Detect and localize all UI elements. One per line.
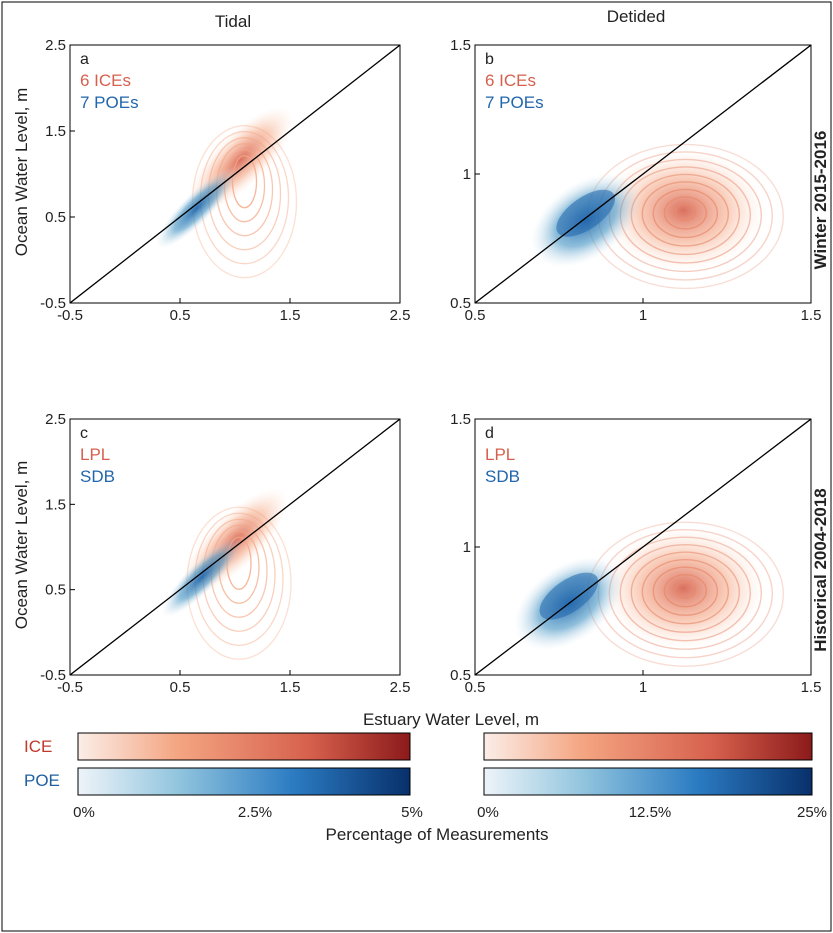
colorbar-tick-left-0: 0% [73, 804, 95, 821]
legend-ice: LPL [80, 445, 110, 464]
xlabel: Estuary Water Level, m [363, 710, 539, 729]
x-tick-label: -0.5 [57, 679, 83, 696]
panel-frame [69, 44, 401, 304]
ice-contour [663, 196, 708, 230]
colorbar-poe-left [77, 767, 411, 796]
plot-area [70, 45, 400, 303]
ice-contour [674, 203, 697, 222]
x-tick-label: 0.5 [465, 307, 486, 324]
ice-contour [652, 188, 719, 239]
y-tick-label: 1.5 [450, 411, 471, 428]
poe-core [539, 572, 599, 620]
colorbar-tick-right-1: 12.5% [629, 804, 672, 821]
x-tick-label: 0.5 [465, 679, 486, 696]
x-tick-label: 1 [639, 679, 647, 696]
ice-contour [674, 581, 697, 599]
ice-contour [641, 559, 730, 625]
legend-poe: 7 POEs [80, 93, 139, 112]
panel-letter: b [485, 51, 494, 68]
colorbar-label-poe: POE [24, 771, 60, 790]
panel-letter: d [485, 425, 494, 442]
x-tick-label: 1 [639, 307, 647, 324]
y-tick-label: 1.5 [450, 37, 471, 54]
ice-contour [641, 181, 730, 247]
colorbar-tick-right-0: 0% [477, 804, 499, 821]
plot-area [70, 419, 400, 675]
panel-b: 0.5 1 1.5 0.5 1 1.5 b 6 ICEs 7 POEs [450, 37, 821, 324]
panel-letter: c [80, 425, 88, 442]
colorbar-label-ice: ICE [24, 737, 52, 756]
reference-line [70, 45, 400, 303]
ice-contour [663, 574, 708, 608]
reference-line [70, 419, 400, 675]
x-tick-label: 1.5 [801, 307, 822, 324]
x-tick-label: 1.5 [280, 679, 301, 696]
y-tick-label: 0.5 [45, 582, 66, 599]
reference-line [475, 45, 811, 303]
y-tick-label: 1.5 [45, 496, 66, 513]
y-tick-label: 0.5 [450, 667, 471, 684]
colorbar-tick-left-1: 2.5% [238, 804, 272, 821]
x-tick-label: 2.5 [390, 307, 411, 324]
x-tick-label: 2.5 [390, 679, 411, 696]
plot-area [475, 419, 811, 675]
legend-ice: LPL [485, 445, 515, 464]
x-tick-label: 0.5 [170, 307, 191, 324]
panel-c: -0.5 0.5 1.5 2.5 -0.5 0.5 1.5 2.5 c LPL SDB [40, 411, 410, 696]
colorbar-ice-left [77, 732, 411, 761]
legend-poe: SDB [80, 467, 115, 486]
plot-area [475, 45, 811, 303]
colorbar-tick-right-2: 25% [797, 804, 827, 821]
legend-poe: SDB [485, 467, 520, 486]
ice-contour [652, 566, 719, 616]
y-tick-label: -0.5 [40, 667, 66, 684]
colorbar-ice-right [483, 732, 813, 761]
panel-frame [69, 418, 401, 676]
x-tick-label: 1.5 [280, 307, 301, 324]
y-tick-label: 2.5 [45, 37, 66, 54]
legend-poe: 7 POEs [485, 93, 544, 112]
y-tick-label: 0.5 [450, 295, 471, 312]
panel-a: -0.5 0.5 1.5 2.5 -0.5 0.5 1.5 2.5 a 6 ICEs 7 POEs [40, 37, 410, 324]
y-tick-label: -0.5 [40, 295, 66, 312]
y-tick-label: 1.5 [45, 123, 66, 140]
col-title-tidal: Tidal [215, 12, 251, 31]
col-title-detided: Detided [607, 7, 666, 26]
ylabel-top: Ocean Water Level, m [12, 88, 31, 257]
legend-ice: 6 ICEs [485, 71, 536, 90]
ylabel-bottom: Ocean Water Level, m [12, 461, 31, 630]
y-tick-label: 0.5 [45, 209, 66, 226]
colorbar-title: Percentage of Measurements [325, 825, 548, 844]
row-label-winter: Winter 2015-2016 [811, 131, 830, 270]
y-tick-label: 1 [463, 166, 471, 183]
panel-d: 0.5 1 1.5 0.5 1 1.5 d LPL SDB [450, 411, 821, 696]
reference-line [475, 419, 811, 675]
y-tick-label: 1 [463, 539, 471, 556]
poe-core [556, 189, 616, 237]
row-label-historical: Historical 2004-2018 [811, 488, 830, 652]
ice-contour [630, 551, 741, 633]
y-tick-label: 2.5 [45, 411, 66, 428]
colorbar-poe-right [483, 767, 813, 796]
x-tick-label: 0.5 [170, 679, 191, 696]
legend-ice: 6 ICEs [80, 71, 131, 90]
panel-letter: a [80, 51, 89, 68]
x-tick-label: -0.5 [57, 307, 83, 324]
x-tick-label: 1.5 [801, 679, 822, 696]
colorbar-left: ICE POE 0% 2.5% 5% [24, 732, 423, 821]
colorbar-right: 0% 12.5% 25% [477, 732, 827, 821]
colorbar-tick-left-2: 5% [401, 804, 423, 821]
